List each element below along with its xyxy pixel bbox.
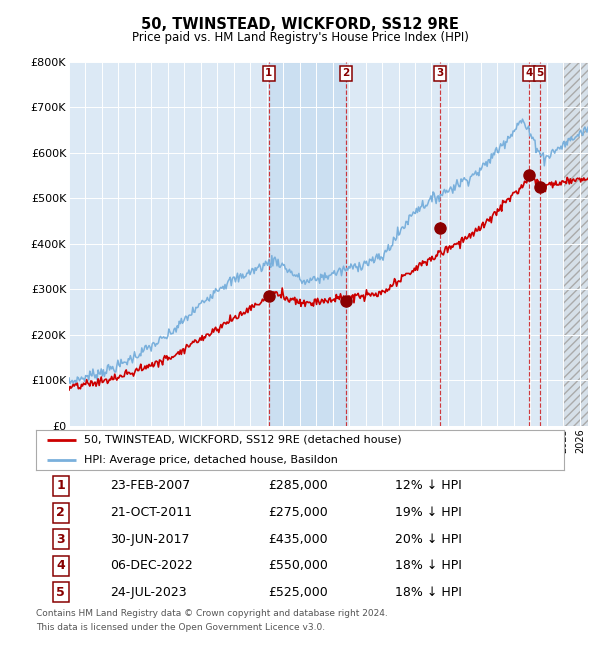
Text: 5: 5 — [536, 68, 543, 78]
Bar — [563, 62, 588, 426]
Text: 23-FEB-2007: 23-FEB-2007 — [110, 480, 190, 493]
Text: HPI: Average price, detached house, Basildon: HPI: Average price, detached house, Basi… — [83, 455, 337, 465]
Text: 06-DEC-2022: 06-DEC-2022 — [110, 559, 193, 573]
Text: £550,000: £550,000 — [268, 559, 328, 573]
Text: 2: 2 — [342, 68, 349, 78]
Text: This data is licensed under the Open Government Licence v3.0.: This data is licensed under the Open Gov… — [36, 623, 325, 632]
Text: 12% ↓ HPI: 12% ↓ HPI — [395, 480, 462, 493]
Text: Price paid vs. HM Land Registry's House Price Index (HPI): Price paid vs. HM Land Registry's House … — [131, 31, 469, 44]
Text: 21-OCT-2011: 21-OCT-2011 — [110, 506, 192, 519]
Text: 1: 1 — [56, 480, 65, 493]
Bar — [563, 62, 588, 426]
Text: £435,000: £435,000 — [268, 533, 328, 546]
Text: 1: 1 — [265, 68, 272, 78]
Bar — [269, 62, 346, 426]
Text: 4: 4 — [56, 559, 65, 573]
Text: 30-JUN-2017: 30-JUN-2017 — [110, 533, 190, 546]
Text: 50, TWINSTEAD, WICKFORD, SS12 9RE: 50, TWINSTEAD, WICKFORD, SS12 9RE — [141, 17, 459, 32]
Text: Contains HM Land Registry data © Crown copyright and database right 2024.: Contains HM Land Registry data © Crown c… — [36, 609, 388, 618]
Text: 4: 4 — [526, 68, 533, 78]
Text: £285,000: £285,000 — [268, 480, 328, 493]
Text: 5: 5 — [56, 586, 65, 599]
Text: 20% ↓ HPI: 20% ↓ HPI — [395, 533, 462, 546]
Text: 2: 2 — [56, 506, 65, 519]
Text: 18% ↓ HPI: 18% ↓ HPI — [395, 586, 462, 599]
Text: 18% ↓ HPI: 18% ↓ HPI — [395, 559, 462, 573]
Text: 19% ↓ HPI: 19% ↓ HPI — [395, 506, 462, 519]
Text: 3: 3 — [56, 533, 65, 546]
Text: 3: 3 — [436, 68, 443, 78]
Text: £525,000: £525,000 — [268, 586, 328, 599]
Text: 24-JUL-2023: 24-JUL-2023 — [110, 586, 187, 599]
Text: £275,000: £275,000 — [268, 506, 328, 519]
Text: 50, TWINSTEAD, WICKFORD, SS12 9RE (detached house): 50, TWINSTEAD, WICKFORD, SS12 9RE (detac… — [83, 435, 401, 445]
